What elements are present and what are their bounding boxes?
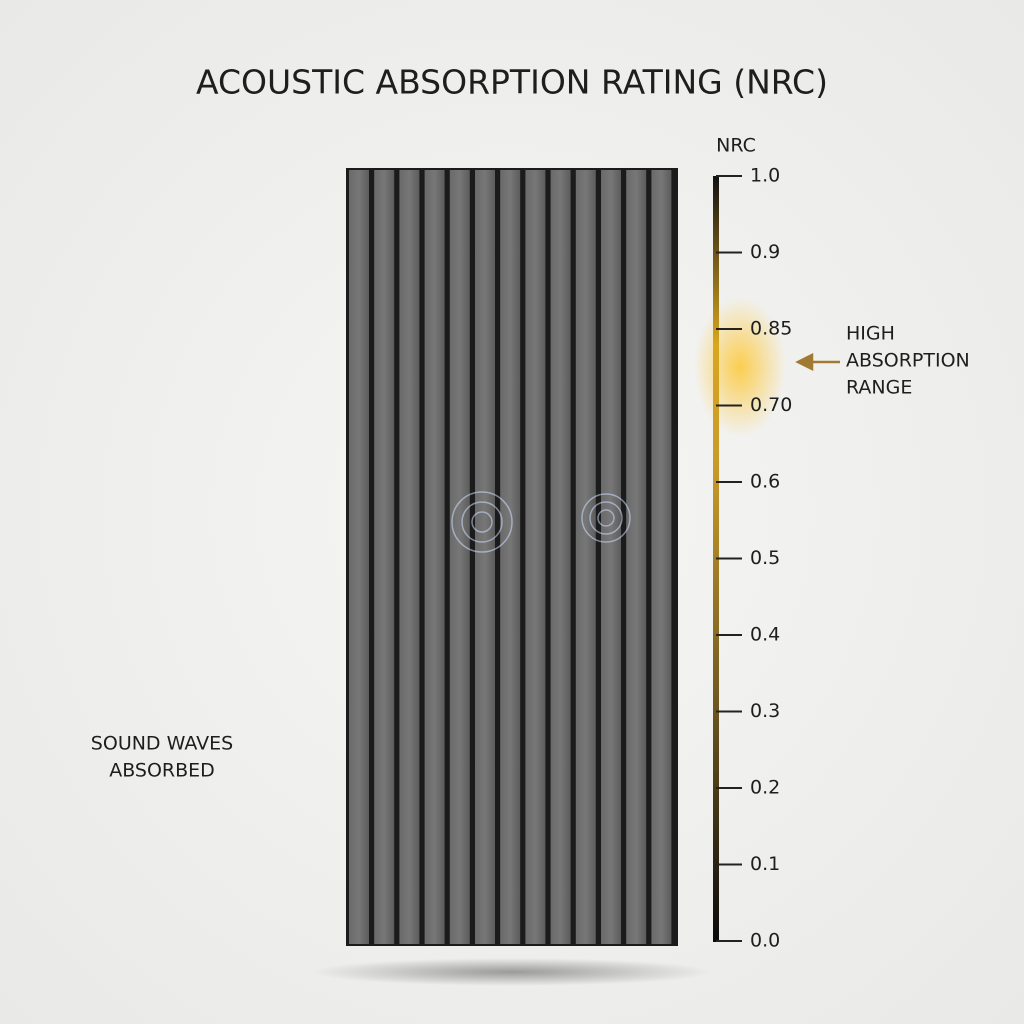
sound-wave <box>3 367 677 673</box>
tick-label: 0.9 <box>750 241 780 263</box>
ripple <box>471 511 493 533</box>
tick-label: 0.4 <box>750 624 780 646</box>
slat <box>626 170 647 944</box>
slat <box>424 170 445 944</box>
tick-label: 0.1 <box>750 853 780 875</box>
slat <box>525 170 546 944</box>
title: ACOUSTIC ABSORPTION RATING (NRC) <box>196 63 828 102</box>
tick-label: 0.0 <box>750 930 780 952</box>
acoustic-panel <box>346 168 678 946</box>
label-line: ABSORBED <box>109 760 215 782</box>
tick-label: 0.2 <box>750 777 780 799</box>
panel-shadow <box>312 958 712 986</box>
ripple <box>589 501 623 535</box>
label-line: SOUND WAVES <box>91 733 233 755</box>
slat <box>374 170 395 944</box>
tick-label: 0.6 <box>750 471 780 493</box>
tick-label: 0.5 <box>750 547 780 569</box>
slat <box>349 170 369 944</box>
ripple <box>597 509 615 527</box>
label-line: HIGH <box>846 323 895 345</box>
tick-label: 0.85 <box>750 318 792 340</box>
highlight-arrow <box>795 352 840 372</box>
ripple <box>461 501 503 543</box>
ripple <box>581 493 631 543</box>
slat <box>550 170 571 944</box>
label-line: ABSORPTION <box>846 350 970 372</box>
slat <box>399 170 420 944</box>
highlight-label: HIGH ABSORPTION RANGE <box>846 323 970 399</box>
ripple <box>451 491 513 553</box>
slat <box>500 170 521 944</box>
tick-label: 0.3 <box>750 700 780 722</box>
slat <box>449 170 470 944</box>
wave-caption: SOUND WAVES ABSORBED <box>91 733 233 782</box>
scale-ticks: 1.0 0.9 0.85 0.70 0.6 0.5 0.4 0.3 0.2 0.1 0.0 <box>716 165 792 952</box>
label-line: RANGE <box>846 377 912 399</box>
tick-label: 1.0 <box>750 165 780 187</box>
scale-label: NRC <box>716 135 756 157</box>
slat <box>651 170 672 944</box>
slat <box>475 170 495 944</box>
slat <box>575 170 596 944</box>
tick-label: 0.70 <box>750 394 792 416</box>
slat <box>601 170 621 944</box>
